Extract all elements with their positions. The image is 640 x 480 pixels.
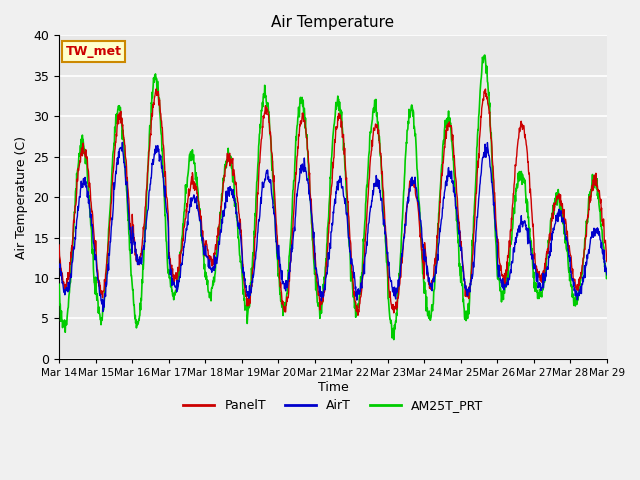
- AirT: [99, 309, 107, 314]
- PanelT: [490, 191, 498, 196]
- PanelT: [164, 208, 172, 214]
- AirT: [118, 140, 126, 145]
- X-axis label: Time: Time: [317, 381, 348, 394]
- PanelT: [354, 312, 362, 318]
- AirT: [490, 204, 498, 210]
- AirT: [539, 281, 547, 287]
- AirT: [178, 261, 186, 266]
- AM25T_PRT: [481, 52, 488, 58]
- PanelT: [539, 278, 547, 284]
- AirT: [55, 264, 63, 270]
- AM25T_PRT: [55, 281, 63, 287]
- AirT: [603, 272, 611, 278]
- PanelT: [177, 247, 185, 253]
- PanelT: [152, 86, 160, 92]
- PanelT: [239, 261, 246, 266]
- AirT: [419, 244, 426, 250]
- AirT: [164, 225, 172, 231]
- PanelT: [419, 260, 426, 265]
- Y-axis label: Air Temperature (C): Air Temperature (C): [15, 136, 28, 259]
- AM25T_PRT: [239, 274, 246, 280]
- AM25T_PRT: [177, 250, 185, 256]
- AM25T_PRT: [419, 258, 426, 264]
- AM25T_PRT: [490, 208, 498, 214]
- AM25T_PRT: [539, 286, 547, 292]
- AM25T_PRT: [603, 273, 611, 279]
- AM25T_PRT: [390, 337, 397, 343]
- Legend: PanelT, AirT, AM25T_PRT: PanelT, AirT, AM25T_PRT: [178, 395, 488, 418]
- AirT: [239, 264, 247, 270]
- Text: TW_met: TW_met: [66, 45, 122, 58]
- Line: PanelT: PanelT: [59, 89, 607, 315]
- Line: AM25T_PRT: AM25T_PRT: [59, 55, 607, 340]
- AM25T_PRT: [164, 264, 172, 270]
- PanelT: [55, 242, 63, 248]
- PanelT: [603, 259, 611, 264]
- Line: AirT: AirT: [59, 143, 607, 312]
- Title: Air Temperature: Air Temperature: [271, 15, 395, 30]
